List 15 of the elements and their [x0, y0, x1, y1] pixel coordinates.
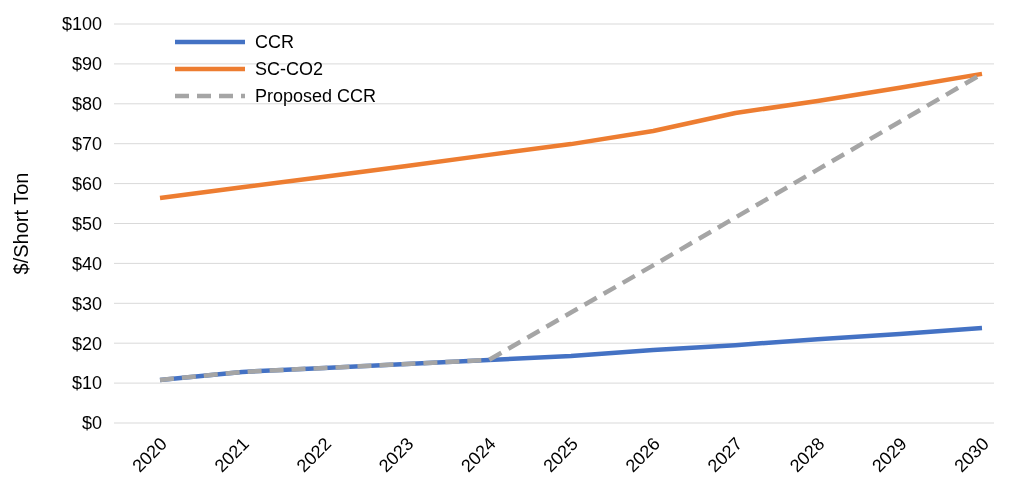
y-axis-title: $/Short Ton	[10, 172, 32, 275]
y-tick-label: $100	[61, 14, 102, 35]
y-tick-label: $0	[81, 413, 102, 434]
legend-label: CCR	[255, 32, 294, 53]
y-tick-label: $90	[71, 54, 102, 75]
y-tick-label: $40	[71, 253, 102, 274]
y-tick-label: $10	[71, 373, 102, 394]
legend-label: Proposed CCR	[255, 86, 377, 107]
legend-label: SC-CO2	[255, 59, 324, 80]
y-tick-label: $60	[71, 173, 102, 194]
y-tick-label: $30	[71, 293, 102, 314]
y-tick-label: $50	[71, 213, 102, 234]
y-tick-label: $80	[71, 94, 102, 115]
y-tick-label: $70	[71, 134, 102, 154]
y-tick-label: $20	[71, 333, 102, 354]
